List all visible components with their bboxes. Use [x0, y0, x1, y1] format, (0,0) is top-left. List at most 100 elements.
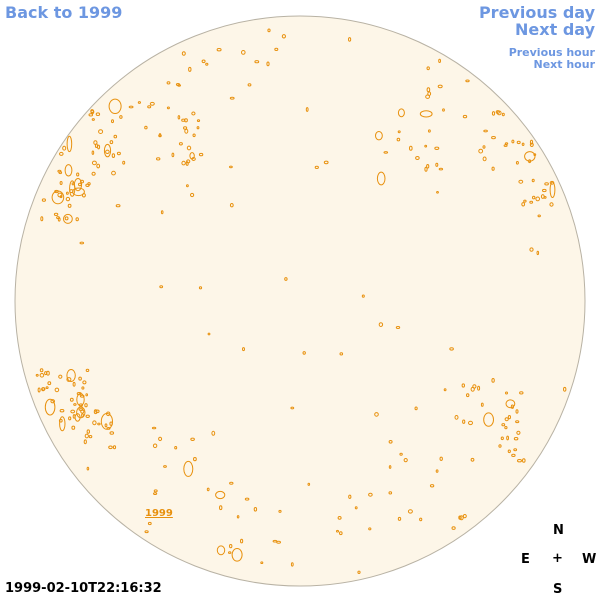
contour-mark [205, 62, 209, 66]
previous-hour-link[interactable]: Previous hour [508, 46, 595, 59]
contour-mark [388, 491, 393, 495]
contour-mark [35, 373, 39, 377]
contour-mark [419, 517, 423, 522]
contour-mark [388, 440, 393, 444]
contour-mark [466, 393, 470, 398]
contour-mark [57, 192, 63, 198]
contour-mark [160, 210, 164, 215]
contour-mark [228, 551, 232, 554]
contour-mark [507, 449, 511, 454]
contour-mark [435, 162, 439, 167]
contour-mark [95, 112, 101, 116]
contour-mark [524, 151, 536, 162]
contour-mark [109, 421, 113, 426]
contour-mark [528, 159, 532, 164]
contour-mark [522, 458, 526, 463]
contour-mark [368, 492, 373, 497]
contour-mark [91, 160, 97, 166]
contour-mark [119, 115, 123, 119]
contour-mark [41, 198, 47, 202]
contour-mark [518, 179, 524, 184]
contour-mark [198, 286, 203, 290]
contour-mark [115, 204, 121, 208]
contour-mark [535, 196, 541, 202]
contour-mark [477, 385, 481, 391]
contour-mark [229, 544, 233, 549]
contour-mark [116, 151, 121, 156]
back-to-year-link[interactable]: Back to 1999 [5, 3, 123, 22]
contour-mark [83, 439, 87, 445]
contour-mark [443, 388, 447, 392]
next-day-link[interactable]: Next day [515, 20, 595, 39]
contour-mark [428, 129, 431, 133]
contour-mark [427, 91, 432, 96]
contour-mark [198, 152, 204, 157]
contour-mark [229, 481, 234, 485]
contour-mark [339, 531, 343, 536]
contour-mark [515, 420, 520, 424]
contour-mark [85, 368, 90, 372]
contour-mark [515, 409, 519, 414]
contour-mark [147, 521, 152, 526]
contour-mark [458, 515, 462, 520]
contour-mark [153, 489, 158, 493]
magnetic-contours [35, 28, 567, 574]
contour-mark [424, 144, 428, 148]
contour-mark [442, 108, 445, 112]
contour-mark [95, 409, 100, 414]
contour-mark [374, 412, 379, 417]
contour-mark [196, 126, 200, 130]
contour-mark [501, 423, 506, 427]
contour-mark [451, 526, 456, 530]
contour-mark [414, 406, 418, 411]
year-link[interactable]: 1999 [145, 508, 173, 519]
contour-mark [158, 436, 163, 442]
contour-mark [419, 110, 433, 118]
contour-mark [100, 413, 114, 430]
contour-mark [69, 397, 74, 402]
next-hour-link[interactable]: Next hour [533, 58, 596, 71]
contour-mark [278, 509, 282, 513]
contour-mark [183, 460, 194, 477]
previous-day-link[interactable]: Previous day [478, 3, 595, 22]
contour-mark [482, 145, 486, 149]
contour-mark [97, 144, 101, 150]
contour-mark [424, 166, 428, 172]
contour-mark [188, 66, 192, 72]
contour-mark [72, 381, 76, 387]
contour-mark [75, 217, 79, 222]
contour-mark [40, 216, 44, 222]
contour-mark [397, 516, 402, 521]
contour-mark [50, 399, 56, 404]
contour-mark [91, 150, 95, 155]
contour-mark [45, 386, 49, 390]
contour-mark [80, 409, 85, 414]
contour-mark [516, 430, 521, 435]
contour-mark [513, 448, 518, 452]
contour-mark [64, 164, 73, 177]
contour-mark [67, 203, 72, 208]
contour-mark [549, 202, 554, 207]
solar-disk [14, 15, 586, 587]
contour-mark [434, 146, 440, 151]
contour-mark [186, 184, 189, 188]
contour-mark [305, 107, 309, 112]
contour-mark [242, 347, 245, 352]
contour-mark [267, 28, 271, 33]
contour-mark [532, 195, 536, 200]
contour-mark [90, 109, 94, 114]
contour-mark [549, 181, 556, 199]
contour-mark [93, 140, 98, 146]
contour-mark [290, 406, 295, 410]
contour-mark [247, 83, 252, 87]
contour-mark [63, 213, 73, 224]
contour-mark [426, 164, 430, 169]
contour-mark [314, 165, 319, 169]
contour-mark [491, 136, 496, 140]
contour-mark [515, 161, 519, 165]
contour-mark [76, 406, 86, 419]
contour-mark [516, 140, 521, 145]
contour-mark [158, 134, 162, 138]
contour-mark [59, 416, 66, 432]
contour-mark [128, 105, 134, 109]
